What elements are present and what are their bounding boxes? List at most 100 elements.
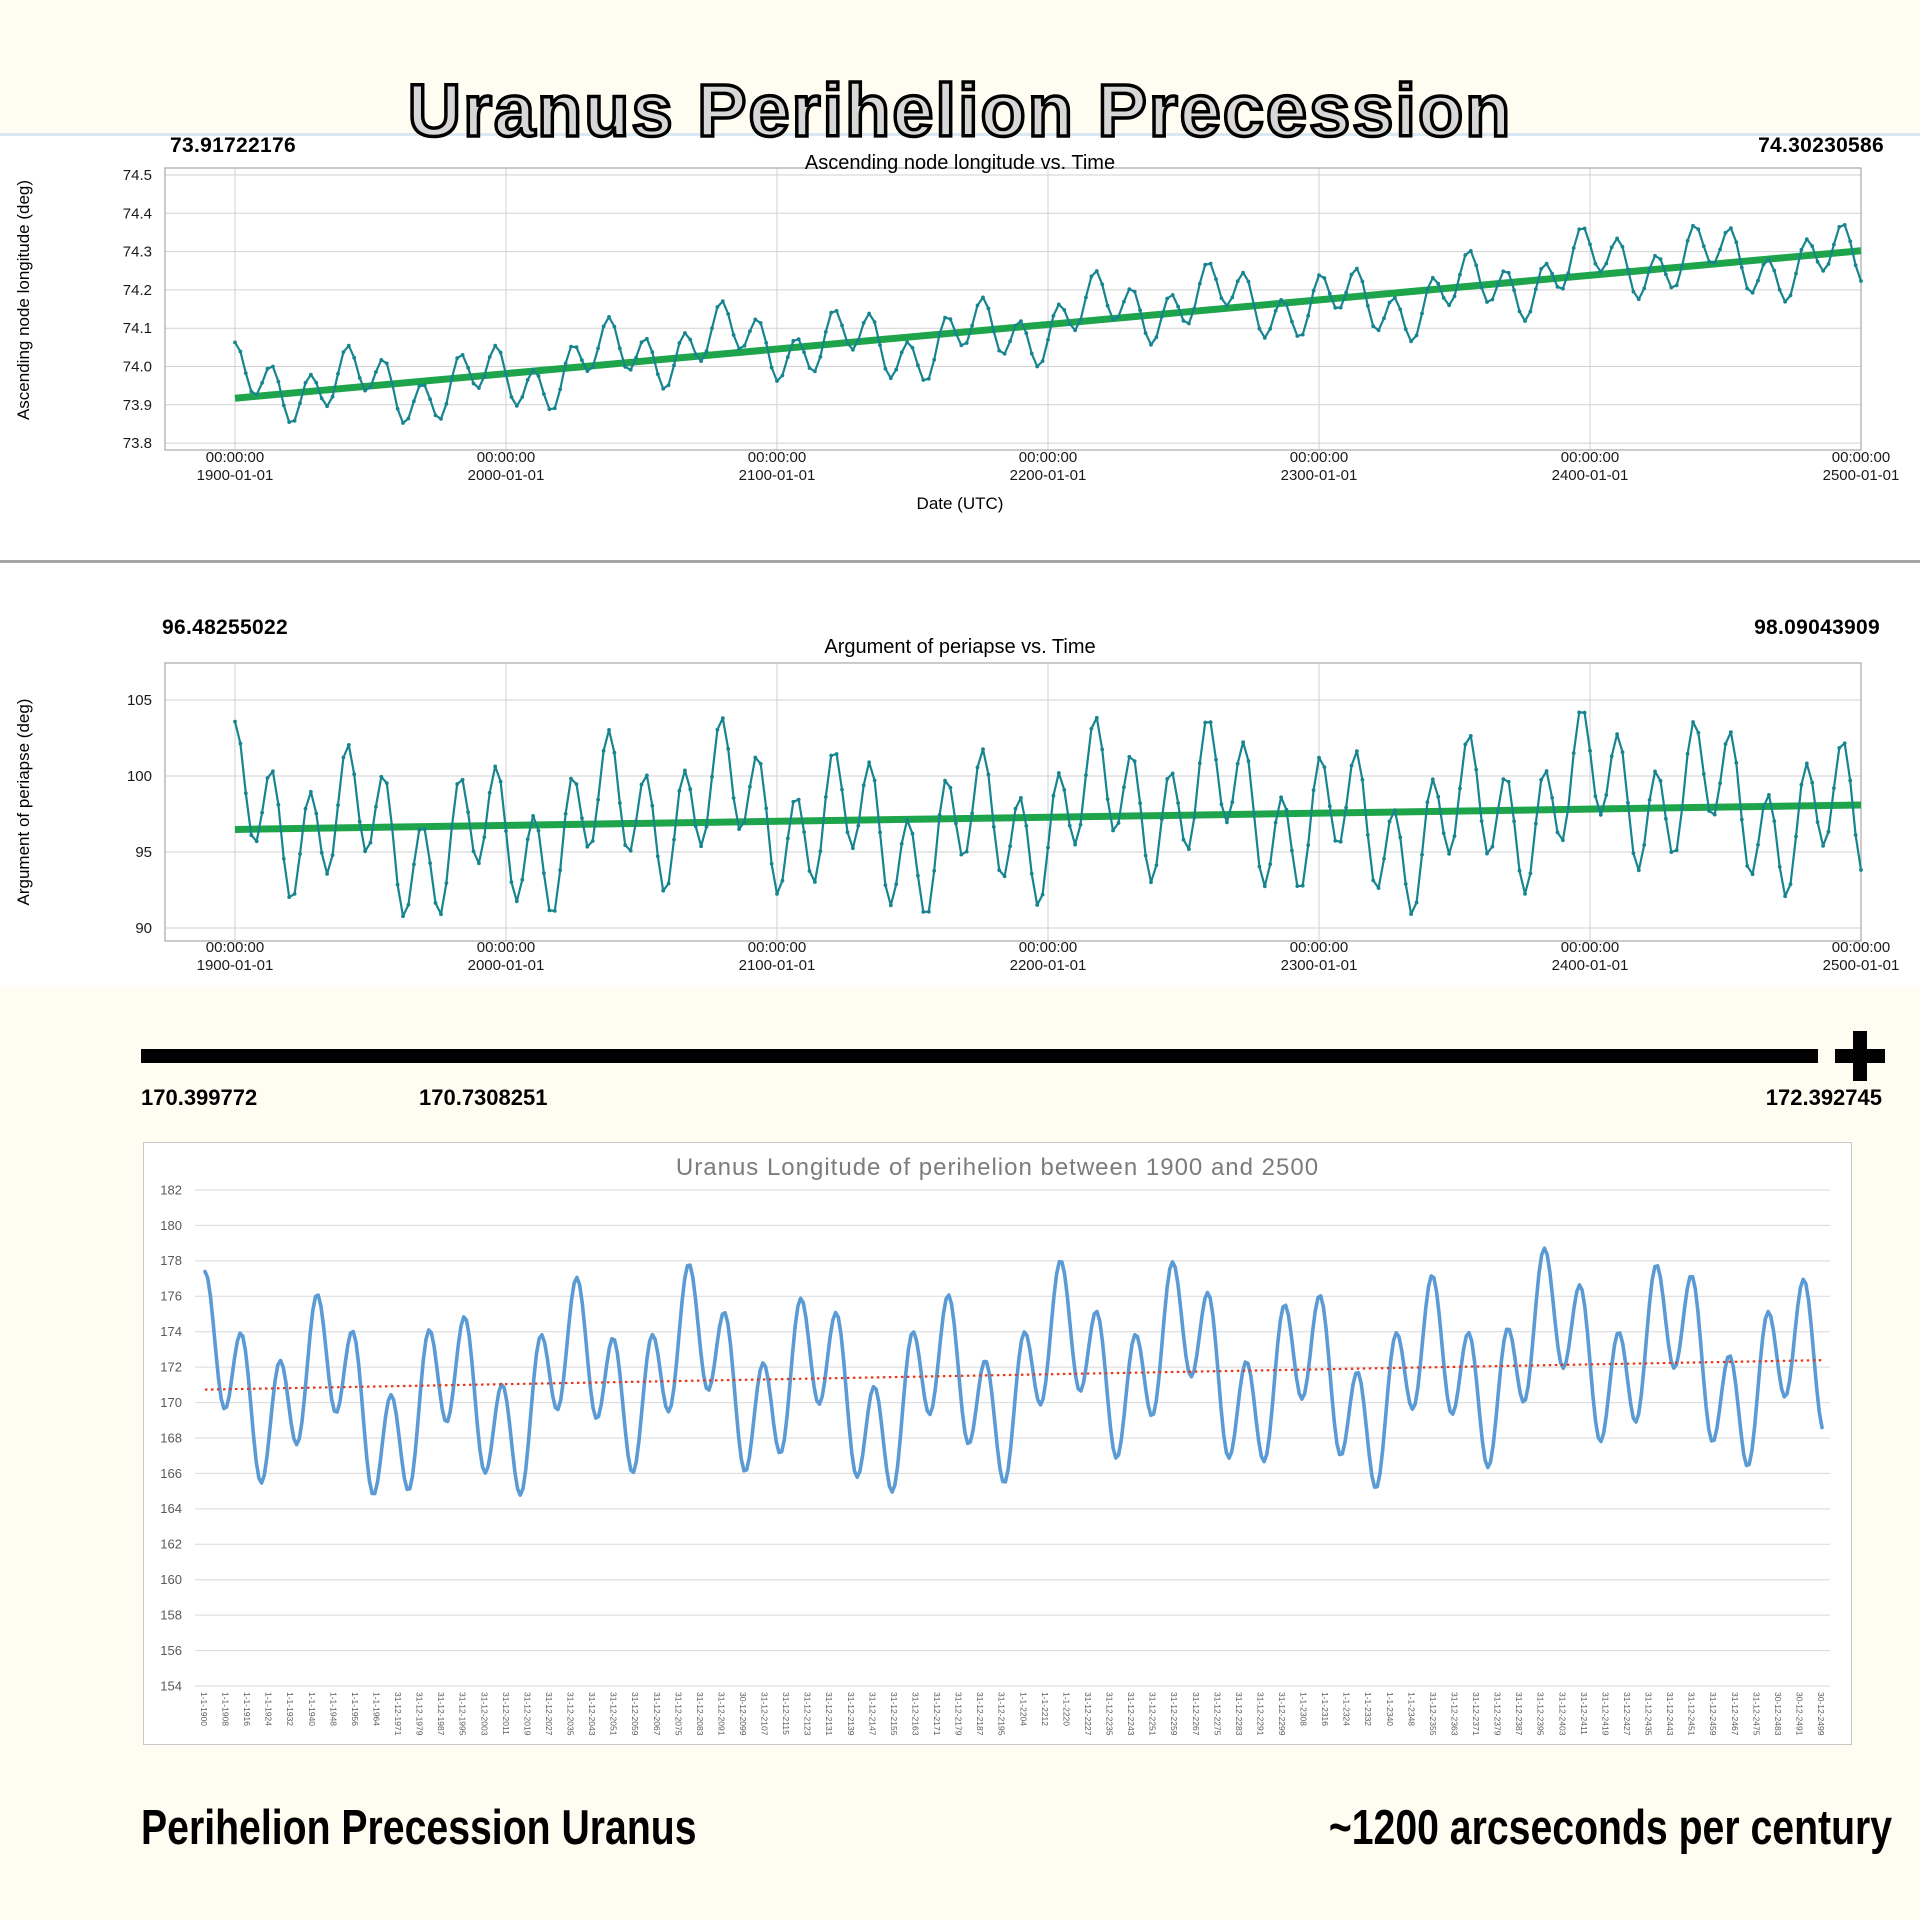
longitude-of-perihelion-trendline bbox=[204, 1359, 1823, 1391]
ascending-node-longitude-x-tick-date: 2200-01-01 bbox=[1010, 467, 1087, 484]
summary-value-mid: 170.7308251 bbox=[419, 1085, 548, 1110]
longitude-of-perihelion-y-tick: 166 bbox=[160, 1466, 182, 1481]
argument-of-periapse-x-tick-time: 00:00:00 bbox=[748, 939, 806, 956]
ascending-node-longitude-y-tick: 73.9 bbox=[123, 397, 152, 414]
longitude-of-perihelion-x-tick: 31-12-2027 bbox=[544, 1692, 554, 1736]
longitude-of-perihelion-x-tick: 31-12-2427 bbox=[1622, 1692, 1632, 1736]
argument-of-periapse-x-tick-date: 2000-01-01 bbox=[468, 957, 545, 974]
longitude-of-perihelion-x-tick: 1-1-2220 bbox=[1061, 1692, 1071, 1726]
ascending-node-longitude-x-tick-time: 00:00:00 bbox=[1561, 449, 1619, 466]
longitude-of-perihelion-y-tick: 160 bbox=[160, 1572, 182, 1587]
longitude-of-perihelion-x-tick: 31-12-2451 bbox=[1687, 1692, 1697, 1736]
ascending-node-longitude-y-tick: 74.4 bbox=[123, 205, 152, 222]
longitude-of-perihelion-x-tick: 31-12-2403 bbox=[1557, 1692, 1567, 1736]
section-divider-line bbox=[0, 560, 1920, 563]
longitude-of-perihelion-x-tick: 31-12-2291 bbox=[1255, 1692, 1265, 1736]
page-title: Uranus Perihelion Precession bbox=[406, 67, 1513, 154]
summary-value-right: 172.392745 bbox=[1765, 1085, 1882, 1110]
longitude-of-perihelion-x-tick: 31-12-1995 bbox=[458, 1692, 468, 1736]
longitude-of-perihelion-x-tick: 31-12-2459 bbox=[1708, 1692, 1718, 1736]
longitude-of-perihelion-x-tick: 31-12-2083 bbox=[695, 1692, 705, 1736]
argument-of-periapse-x-tick-date: 2100-01-01 bbox=[739, 957, 816, 974]
longitude-of-perihelion-x-tick: 31-12-2235 bbox=[1105, 1692, 1115, 1736]
longitude-of-perihelion-x-tick: 1-1-1908 bbox=[221, 1692, 231, 1726]
longitude-of-perihelion-x-tick: 31-12-2123 bbox=[803, 1692, 813, 1736]
longitude-of-perihelion-x-tick: 31-12-2139 bbox=[846, 1692, 856, 1736]
longitude-of-perihelion-y-tick: 182 bbox=[160, 1182, 182, 1197]
ascending-node-longitude-y-tick: 74.3 bbox=[123, 244, 152, 261]
chart1-last-value-label: 74.30230586 bbox=[1758, 134, 1884, 157]
longitude-of-perihelion-y-tick: 156 bbox=[160, 1643, 182, 1658]
longitude-of-perihelion-chart: 182 180 178 176 174 172 170 168 166 164 162 160 158 1… bbox=[160, 1182, 1830, 1736]
longitude-of-perihelion-x-tick: 31-12-2179 bbox=[954, 1692, 964, 1736]
chart1-title: Ascending node longitude vs. Time bbox=[804, 152, 1116, 174]
longitude-of-perihelion-x-tick: 1-1-1940 bbox=[307, 1692, 317, 1726]
longitude-of-perihelion-x-tick: 31-12-2067 bbox=[652, 1692, 662, 1736]
longitude-of-perihelion-x-tick: 31-12-2251 bbox=[1148, 1692, 1158, 1736]
longitude-of-perihelion-series-line bbox=[203, 1246, 1824, 1497]
argument-of-periapse-series-markers bbox=[233, 710, 1863, 919]
longitude-of-perihelion-y-tick: 178 bbox=[160, 1253, 182, 1268]
ascending-node-longitude-x-tick-time: 00:00:00 bbox=[1019, 449, 1077, 466]
longitude-of-perihelion-x-tick: 31-12-1987 bbox=[436, 1692, 446, 1736]
longitude-of-perihelion-x-tick: 31-12-2035 bbox=[566, 1692, 576, 1736]
ascending-node-longitude-x-tick-date: 2000-01-01 bbox=[468, 467, 545, 484]
longitude-of-perihelion-x-tick: 31-12-2171 bbox=[932, 1692, 942, 1736]
summary-bar bbox=[141, 1049, 1818, 1063]
longitude-of-perihelion-x-tick: 31-12-2443 bbox=[1665, 1692, 1675, 1736]
longitude-of-perihelion-x-tick: 1-1-2324 bbox=[1342, 1692, 1352, 1726]
longitude-of-perihelion-x-tick: 31-12-2115 bbox=[781, 1692, 791, 1735]
longitude-of-perihelion-x-tick: 31-12-2475 bbox=[1751, 1692, 1761, 1736]
chart1-first-value-label: 73.91722176 bbox=[170, 134, 296, 157]
longitude-of-perihelion-x-tick: 30-12-2483 bbox=[1773, 1692, 1783, 1736]
longitude-of-perihelion-x-tick: 31-12-2011 bbox=[501, 1692, 511, 1735]
argument-of-periapse-y-tick: 95 bbox=[135, 844, 152, 861]
ascending-node-longitude-x-tick-time: 00:00:00 bbox=[1832, 449, 1890, 466]
longitude-of-perihelion-y-tick: 170 bbox=[160, 1395, 182, 1410]
longitude-of-perihelion-x-tick: 31-12-2259 bbox=[1169, 1692, 1179, 1736]
longitude-of-perihelion-x-tick: 30-12-2491 bbox=[1794, 1692, 1804, 1736]
longitude-of-perihelion-x-tick: 31-12-2131 bbox=[824, 1692, 834, 1736]
longitude-of-perihelion-y-tick: 158 bbox=[160, 1607, 182, 1622]
chart2-first-value-label: 96.48255022 bbox=[162, 616, 288, 639]
argument-of-periapse-x-tick-time: 00:00:00 bbox=[1290, 939, 1348, 956]
longitude-of-perihelion-x-tick: 31-12-2275 bbox=[1212, 1692, 1222, 1736]
longitude-of-perihelion-x-tick: 31-12-2387 bbox=[1514, 1692, 1524, 1736]
argument-of-periapse-x-tick-date: 2400-01-01 bbox=[1552, 957, 1629, 974]
chart2-background bbox=[0, 563, 1920, 987]
argument-of-periapse-x-tick-date: 1900-01-01 bbox=[197, 957, 274, 974]
ascending-node-longitude-y-tick: 74.0 bbox=[123, 359, 152, 376]
longitude-of-perihelion-x-tick: 31-12-2155 bbox=[889, 1692, 899, 1736]
longitude-of-perihelion-y-tick: 174 bbox=[160, 1324, 182, 1339]
longitude-of-perihelion-x-tick: 31-12-1971 bbox=[393, 1692, 403, 1736]
longitude-of-perihelion-x-tick: 31-12-2395 bbox=[1536, 1692, 1546, 1736]
longitude-of-perihelion-x-tick: 1-1-2316 bbox=[1320, 1692, 1330, 1726]
argument-of-periapse-x-tick-time: 00:00:00 bbox=[477, 939, 535, 956]
longitude-of-perihelion-y-tick: 172 bbox=[160, 1359, 182, 1374]
ascending-node-longitude-x-tick-date: 2500-01-01 bbox=[1823, 467, 1900, 484]
longitude-of-perihelion-y-tick: 162 bbox=[160, 1537, 182, 1552]
longitude-of-perihelion-x-tick: 31-12-2435 bbox=[1644, 1692, 1654, 1736]
longitude-of-perihelion-x-tick: 1-1-2348 bbox=[1406, 1692, 1416, 1726]
chart2-last-value-label: 98.09043909 bbox=[1754, 616, 1880, 639]
longitude-of-perihelion-x-tick: 1-1-2204 bbox=[1018, 1692, 1028, 1726]
longitude-of-perihelion-x-tick: 31-12-2371 bbox=[1471, 1692, 1481, 1736]
longitude-of-perihelion-x-tick: 31-12-2379 bbox=[1493, 1692, 1503, 1736]
footer-caption-left: Perihelion Precession Uranus bbox=[141, 1801, 697, 1855]
longitude-of-perihelion-x-tick: 31-12-2411 bbox=[1579, 1692, 1589, 1735]
ascending-node-longitude-y-tick: 74.5 bbox=[123, 167, 152, 184]
longitude-of-perihelion-x-tick: 1-1-1948 bbox=[328, 1692, 338, 1726]
footer-caption-right: ~1200 arcseconds per century bbox=[1328, 1801, 1892, 1855]
argument-of-periapse-y-tick: 90 bbox=[135, 920, 152, 937]
chart1-background bbox=[0, 136, 1920, 560]
longitude-of-perihelion-x-tick: 31-12-2227 bbox=[1083, 1692, 1093, 1736]
longitude-of-perihelion-x-tick: 1-1-1956 bbox=[350, 1692, 360, 1726]
ascending-node-longitude-x-tick-date: 2400-01-01 bbox=[1552, 467, 1629, 484]
longitude-of-perihelion-x-tick: 31-12-2019 bbox=[522, 1692, 532, 1736]
longitude-of-perihelion-x-tick: 31-12-2355 bbox=[1428, 1692, 1438, 1736]
chart2-y-axis-label: Argument of periapse (deg) bbox=[14, 698, 33, 906]
longitude-of-perihelion-x-tick: 31-12-2195 bbox=[997, 1692, 1007, 1736]
longitude-of-perihelion-x-tick: 1-1-1900 bbox=[199, 1692, 209, 1726]
longitude-of-perihelion-x-tick: 1-1-2340 bbox=[1385, 1692, 1395, 1726]
